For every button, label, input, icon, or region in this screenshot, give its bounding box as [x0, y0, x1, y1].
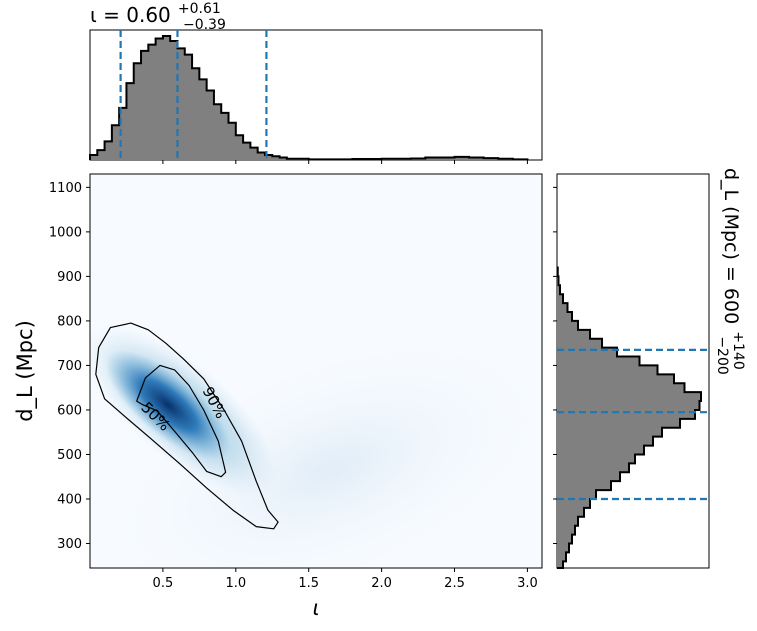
- y-tick-label-1: 400: [57, 492, 82, 507]
- density-frame: [89, 173, 543, 569]
- x-tick-label-0: 0.5: [153, 576, 174, 591]
- iota-histogram-step: [89, 35, 529, 161]
- x-axis-label: ι: [312, 596, 319, 620]
- dL-histogram-bars: [556, 266, 702, 569]
- x-tick-label-1: 1.0: [225, 576, 246, 591]
- iota-title-sup: +0.61: [178, 1, 221, 17]
- x-tick-label-5: 3.0: [517, 576, 538, 591]
- contour-90: [95, 322, 279, 530]
- iota-title-sub: −0.39: [183, 17, 226, 33]
- dL-title-sup: +140: [730, 331, 746, 369]
- iota-title: ι = 0.60 +0.61 −0.39: [90, 0, 226, 33]
- y-tick-label-8: 1100: [49, 181, 82, 196]
- x-tick-label-4: 2.5: [444, 576, 465, 591]
- iota-title-main: ι = 0.60: [90, 3, 171, 27]
- y-tick-label-2: 500: [57, 448, 82, 463]
- iota-histogram-ticks: [162, 160, 528, 164]
- dL-title-main: d_L (Mpc) = 600: [720, 168, 742, 324]
- y-axis-label: d_L (Mpc): [13, 320, 38, 422]
- dL-histogram-panel: d_L (Mpc) = 600 +140 −200: [553, 168, 749, 569]
- density-panel: 90% 50% 0.5 1.0 1.5 2.0 2.5 3.0 3004005006007…: [13, 173, 543, 620]
- dL-title: d_L (Mpc) = 600 +140 −200: [714, 168, 749, 375]
- iota-histogram-panel: ι = 0.60 +0.61 −0.39: [89, 0, 543, 164]
- dL-quantile-lines: [557, 348, 709, 501]
- contour-lines: [95, 322, 279, 530]
- dL-title-sub: −200: [714, 336, 730, 374]
- dL-histogram-fill: [557, 267, 701, 568]
- x-tick-label-3: 2.0: [371, 576, 392, 591]
- y-axis-ticks: 300 400 500 600 700 800 900 1000 1100: [49, 181, 90, 552]
- y-tick-label-5: 800: [57, 314, 82, 329]
- y-tick-label-6: 900: [57, 270, 82, 285]
- x-axis-ticks: 0.5 1.0 1.5 2.0 2.5 3.0: [153, 568, 538, 591]
- density-core: [105, 349, 231, 461]
- iota-histogram-bars: [89, 35, 529, 161]
- dL-histogram-ticks: [553, 186, 557, 545]
- y-tick-label-0: 300: [57, 537, 82, 552]
- y-tick-label-3: 600: [57, 403, 82, 418]
- iota-histogram-fill: [90, 36, 528, 160]
- x-tick-label-2: 1.5: [298, 576, 319, 591]
- dL-histogram-step: [556, 266, 702, 569]
- y-tick-label-4: 700: [57, 359, 82, 374]
- contour-50: [136, 364, 227, 478]
- y-tick-label-7: 1000: [49, 225, 82, 240]
